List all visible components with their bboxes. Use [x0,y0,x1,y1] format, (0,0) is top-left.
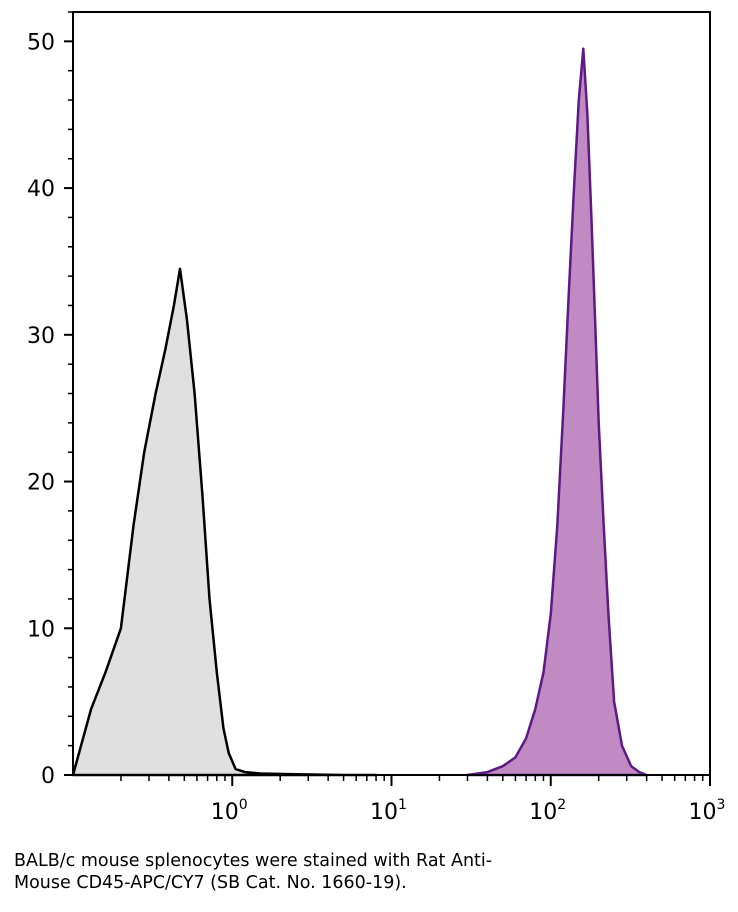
y-tick-label: 20 [27,471,55,496]
y-tick-label: 10 [27,617,55,642]
y-tick-label: 30 [27,324,55,349]
axis-layer: 0 10 20 30 40 50 100 101 102 103 [27,11,726,825]
histogram-chart: 0 10 20 30 40 50 100 101 102 103 [27,11,726,825]
histogram-series-2 [466,47,648,777]
x-tick-label: 102 [529,797,566,825]
caption-line-2: Mouse CD45-APC/CY7 (SB Cat. No. 1660-19)… [14,873,407,893]
caption-line-1: BALB/c mouse splenocytes were stained wi… [14,851,493,871]
series-layer [71,47,648,777]
y-tick-label: 50 [27,30,55,55]
x-tick-label: 103 [689,797,726,825]
x-tick-label: 100 [211,797,248,825]
histogram-series-1 [71,267,378,777]
x-tick-label: 101 [370,797,407,825]
y-tick-label: 0 [41,764,55,789]
figure-caption: BALB/c mouse splenocytes were stained wi… [14,850,714,894]
y-tick-label: 40 [27,177,55,202]
